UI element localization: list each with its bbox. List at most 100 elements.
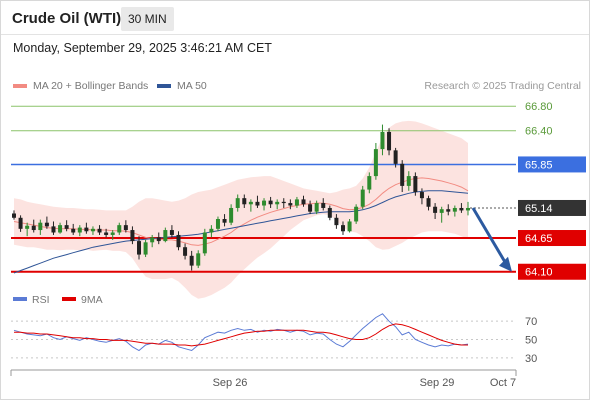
rsi-legend-swatch xyxy=(13,297,27,301)
candle-up xyxy=(262,200,267,206)
candle-down xyxy=(169,230,174,235)
candle-down xyxy=(189,255,194,266)
legend-ma20-bollinger: MA 20 + Bollinger Bands xyxy=(13,80,148,92)
candle-up xyxy=(452,207,457,212)
timestamp: Monday, September 29, 2025 3:46:21 AM CE… xyxy=(13,41,272,55)
candle-up xyxy=(466,207,470,211)
level-label-1: 66.40 xyxy=(525,126,553,138)
candle-up xyxy=(90,228,95,232)
instrument-title: Crude Oil (WTI) xyxy=(12,10,122,27)
candle-down xyxy=(137,241,142,255)
level-badge-4 xyxy=(518,230,586,247)
candle-down xyxy=(301,199,306,205)
candle-down xyxy=(84,227,89,232)
header-divider xyxy=(1,34,589,35)
level-label-4: 64.65 xyxy=(525,233,553,245)
candle-up xyxy=(294,199,299,206)
level-label-3: 65.14 xyxy=(525,203,553,215)
candle-up xyxy=(373,149,378,177)
candle-down xyxy=(446,209,451,212)
candle-up xyxy=(117,225,122,233)
candle-down xyxy=(288,203,293,206)
candle-up xyxy=(439,209,444,213)
candle-down xyxy=(71,228,76,233)
candle-down xyxy=(419,192,424,199)
level-label-0: 66.80 xyxy=(525,101,553,113)
candle-up xyxy=(143,242,148,255)
candle-down xyxy=(44,222,49,227)
ma50-line xyxy=(13,190,469,274)
candle-up xyxy=(110,232,115,235)
candle-down xyxy=(400,163,405,186)
level-label-5: 64.10 xyxy=(525,267,553,279)
candle-down xyxy=(281,201,286,204)
rsi-line xyxy=(13,313,469,352)
x-tick-label: Sep 29 xyxy=(420,377,455,389)
candle-up xyxy=(347,221,352,232)
candle-up xyxy=(202,232,207,254)
candle-down xyxy=(130,230,135,242)
candle-up xyxy=(354,206,359,222)
rsi-tick-label: 30 xyxy=(525,353,537,365)
projection-arrow-shaft xyxy=(471,207,508,265)
candle-down xyxy=(426,198,431,207)
candle-down xyxy=(334,217,339,226)
rsi-tick-label: 70 xyxy=(525,316,537,328)
legend-swatch-ma50 xyxy=(157,84,171,88)
candle-up xyxy=(229,207,234,223)
candle-down xyxy=(12,213,16,218)
candle-down xyxy=(51,226,56,233)
candle-up xyxy=(360,189,365,207)
legend-swatch-ma20 xyxy=(13,84,27,88)
candle-up xyxy=(77,227,82,233)
bollinger-band xyxy=(14,120,468,299)
level-badge-5 xyxy=(518,263,586,280)
candle-down xyxy=(433,206,438,213)
candle-up xyxy=(163,230,168,242)
candle-down xyxy=(156,237,161,242)
legend-ma50: MA 50 xyxy=(157,80,207,92)
candle-up xyxy=(209,228,214,233)
candle-up xyxy=(215,219,220,229)
candle-down xyxy=(268,200,273,205)
candle-down xyxy=(459,207,464,211)
candle-up xyxy=(58,225,63,233)
candle-up xyxy=(275,201,280,205)
rsi-tick-label: 50 xyxy=(525,335,537,347)
level-badge-2 xyxy=(518,156,586,173)
candle-down xyxy=(31,225,36,231)
candle-up xyxy=(380,131,385,150)
candle-up xyxy=(25,225,30,229)
candle-down xyxy=(255,201,260,206)
x-tick-label: Oct 7 xyxy=(490,377,516,389)
candle-down xyxy=(97,228,102,233)
candle-up xyxy=(367,176,372,190)
ma20-line xyxy=(13,177,469,246)
candle-up xyxy=(248,201,253,205)
x-tick-label: Sep 26 xyxy=(213,377,248,389)
candle-down xyxy=(176,234,181,248)
candle-down xyxy=(64,225,69,229)
candle-down xyxy=(327,207,332,218)
candle-down xyxy=(387,131,392,151)
candle-down xyxy=(183,247,188,256)
candle-down xyxy=(104,232,109,235)
candle-up xyxy=(314,203,319,212)
interval-button[interactable]: 30 MIN xyxy=(121,7,174,31)
candle-down xyxy=(308,204,313,212)
candle-down xyxy=(413,176,418,193)
rsi-legend-label: RSI xyxy=(32,294,50,306)
candle-down xyxy=(321,203,326,208)
candle-up xyxy=(235,198,240,208)
candle-down xyxy=(222,219,227,223)
legend-label-ma20: MA 20 + Bollinger Bands xyxy=(33,80,149,92)
level-badge-3 xyxy=(518,199,586,216)
candle-down xyxy=(340,225,345,232)
level-label-2: 65.85 xyxy=(525,159,553,171)
rsi-ma-legend-label: 9MA xyxy=(81,294,103,306)
candle-up xyxy=(196,253,201,266)
candle-up xyxy=(38,222,43,231)
credit-text: Research © 2025 Trading Central xyxy=(424,80,581,92)
candle-up xyxy=(406,176,411,186)
